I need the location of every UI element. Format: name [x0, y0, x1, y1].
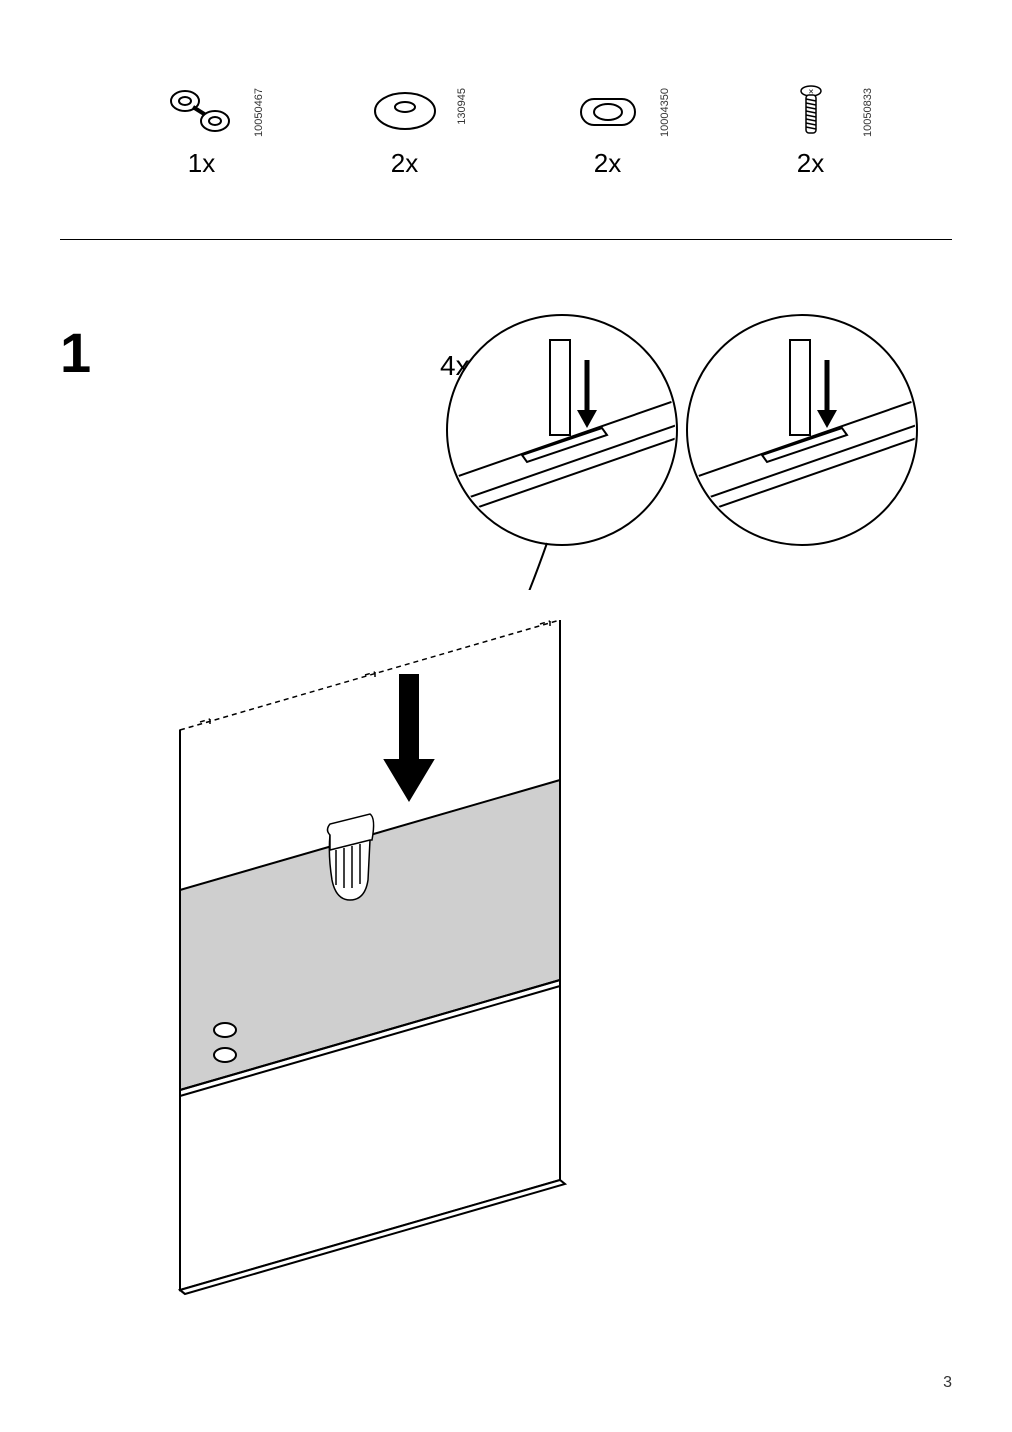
- part-item: ✕ 10050833 2x: [766, 80, 856, 179]
- parts-list: 10050467 1x 130945 2x: [60, 60, 952, 219]
- part-quantity: 2x: [594, 148, 621, 179]
- cam-lock-connector-icon: [157, 80, 247, 140]
- part-item: 10050467 1x: [157, 80, 247, 179]
- part-item: 10004350 2x: [563, 80, 653, 179]
- part-number-label: 10050833: [862, 88, 874, 137]
- part-quantity: 1x: [188, 148, 215, 179]
- oval-plate-icon: [360, 80, 450, 140]
- threaded-bolt-icon: ✕: [766, 80, 856, 140]
- part-quantity: 2x: [797, 148, 824, 179]
- step-1: 1 4x: [60, 300, 952, 1300]
- detail-callout-icon: [432, 300, 932, 550]
- rounded-plate-icon: [563, 80, 653, 140]
- section-divider: [60, 239, 952, 240]
- instruction-page: 10050467 1x 130945 2x: [0, 0, 1012, 1432]
- part-number-label: 130945: [456, 88, 468, 125]
- part-item: 130945 2x: [360, 80, 450, 179]
- page-number: 3: [943, 1374, 952, 1392]
- part-number-label: 10004350: [659, 88, 671, 137]
- part-number-label: 10050467: [253, 88, 265, 137]
- step-number: 1: [60, 320, 91, 385]
- part-quantity: 2x: [391, 148, 418, 179]
- assembly-illustration-icon: [140, 600, 590, 1250]
